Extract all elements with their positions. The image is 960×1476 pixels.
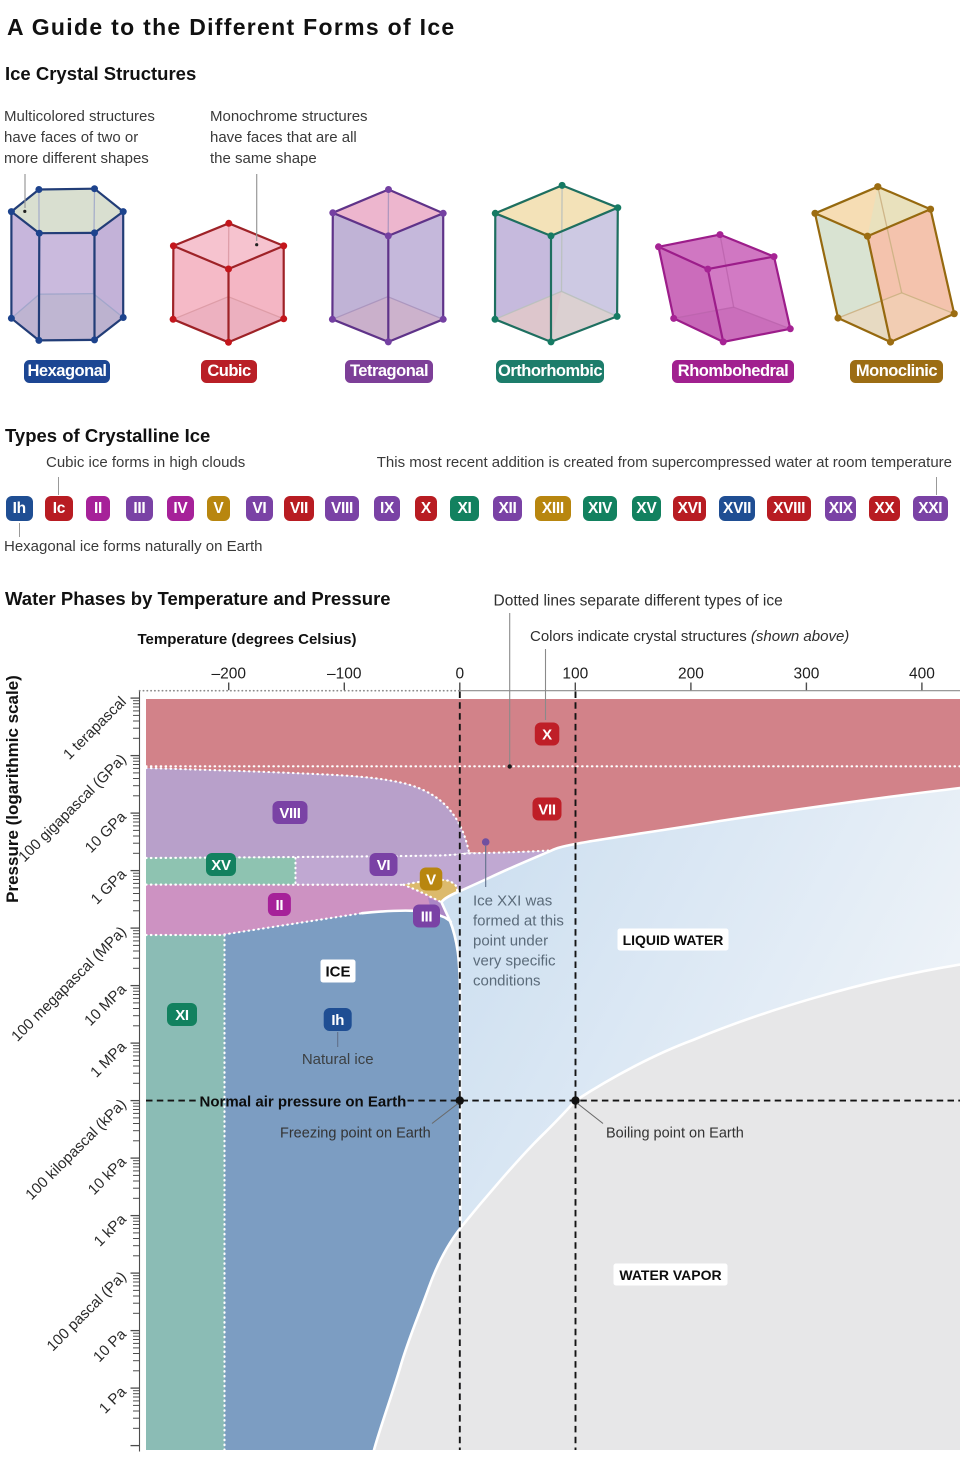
svg-text:XV: XV	[211, 857, 231, 874]
svg-text:Colors indicate crystal struct: Colors indicate crystal structures (show…	[530, 628, 849, 645]
svg-text:0: 0	[455, 666, 464, 683]
svg-text:–100: –100	[327, 666, 362, 683]
svg-text:very specific: very specific	[473, 953, 556, 970]
svg-text:1 kPa: 1 kPa	[91, 1210, 131, 1250]
svg-text:conditions: conditions	[473, 973, 541, 990]
svg-text:200: 200	[678, 666, 704, 683]
svg-text:Temperature (degrees Celsius): Temperature (degrees Celsius)	[138, 631, 357, 648]
svg-text:WATER VAPOR: WATER VAPOR	[619, 1267, 721, 1283]
svg-text:V: V	[426, 871, 436, 888]
svg-text:100: 100	[562, 666, 588, 683]
svg-text:VI: VI	[377, 857, 391, 874]
svg-text:10 MPa: 10 MPa	[81, 980, 130, 1029]
svg-text:Ih: Ih	[331, 1012, 344, 1029]
svg-text:1 Pa: 1 Pa	[96, 1383, 130, 1417]
svg-text:10 kPa: 10 kPa	[85, 1153, 131, 1199]
svg-text:Natural ice: Natural ice	[302, 1051, 374, 1068]
svg-text:100 megapascal (MPa): 100 megapascal (MPa)	[8, 923, 130, 1045]
svg-text:100 kilopascal (kPa): 100 kilopascal (kPa)	[22, 1096, 130, 1204]
svg-text:1 GPa: 1 GPa	[88, 865, 131, 908]
svg-text:Water Phases by Temperature an: Water Phases by Temperature and Pressure	[5, 588, 391, 609]
svg-text:100 gigapascal (GPa): 100 gigapascal (GPa)	[15, 751, 130, 866]
svg-text:II: II	[276, 897, 284, 914]
svg-text:III: III	[421, 908, 433, 925]
svg-text:VII: VII	[538, 801, 556, 818]
svg-text:Boiling point on Earth: Boiling point on Earth	[606, 1126, 744, 1142]
svg-text:X: X	[542, 726, 552, 743]
svg-text:Ice XXI was: Ice XXI was	[473, 893, 552, 910]
svg-text:formed at this: formed at this	[473, 913, 564, 930]
svg-text:ICE: ICE	[325, 963, 350, 980]
svg-text:LIQUID WATER: LIQUID WATER	[623, 932, 724, 948]
svg-text:300: 300	[793, 666, 819, 683]
svg-text:VIII: VIII	[279, 805, 300, 822]
svg-text:10 Pa: 10 Pa	[90, 1325, 130, 1365]
svg-text:–200: –200	[211, 666, 246, 683]
svg-text:Dotted lines separate differen: Dotted lines separate different types of…	[494, 593, 783, 610]
svg-text:1 MPa: 1 MPa	[87, 1038, 130, 1081]
svg-text:400: 400	[909, 666, 935, 683]
svg-text:Pressure (logarithmic scale): Pressure (logarithmic scale)	[3, 675, 22, 903]
svg-text:XI: XI	[175, 1007, 189, 1024]
svg-text:point under: point under	[473, 933, 548, 950]
svg-text:Normal air pressure on Earth: Normal air pressure on Earth	[200, 1094, 407, 1111]
svg-text:Freezing point on Earth: Freezing point on Earth	[280, 1126, 431, 1142]
svg-text:10 GPa: 10 GPa	[82, 808, 130, 856]
